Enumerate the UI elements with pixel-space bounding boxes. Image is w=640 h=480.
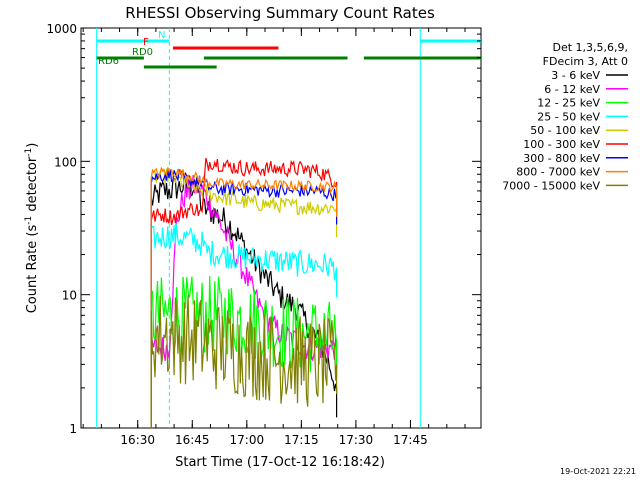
flag-label-f: F bbox=[143, 37, 149, 48]
legend-header-2: FDecim 3, Att 0 bbox=[543, 55, 628, 68]
x-tick-label: 17:00 bbox=[230, 433, 265, 447]
legend-header-1: Det 1,3,5,6,9, bbox=[552, 41, 628, 54]
y-label-part1: Count Rate (s bbox=[25, 225, 40, 314]
legend-label-6: 300 - 800 keV bbox=[523, 152, 600, 165]
flag-label-rd0: RD0 bbox=[132, 47, 153, 58]
y-tick-label: 1 bbox=[69, 422, 77, 436]
y-tick-label: 10 bbox=[62, 289, 77, 303]
y-tick-label: 100 bbox=[54, 155, 77, 169]
legend-label-4: 50 - 100 keV bbox=[530, 124, 600, 137]
series-line-1 bbox=[150, 175, 338, 428]
legend-label-3: 25 - 50 keV bbox=[537, 110, 600, 123]
y-label-part2: detector bbox=[25, 156, 40, 216]
x-axis-label: Start Time (17-Oct-12 16:18:42) bbox=[175, 455, 385, 470]
flag-label-rd6: RD6 bbox=[98, 56, 119, 67]
x-tick-label: 16:45 bbox=[175, 433, 210, 447]
y-label-sup2: -1 bbox=[24, 148, 34, 157]
y-label-sup1: -1 bbox=[24, 216, 34, 225]
legend-label-5: 100 - 300 keV bbox=[523, 138, 600, 151]
x-tick-label: 16:30 bbox=[120, 433, 155, 447]
axes: 16:30 16:45 17:00 17:15 17:30 17:45 1 10 100 1000 bbox=[46, 22, 481, 447]
legend-label-2: 12 - 25 keV bbox=[537, 97, 600, 110]
plot-area bbox=[80, 27, 482, 429]
series-line-3 bbox=[150, 224, 338, 428]
series-line-4 bbox=[150, 168, 338, 428]
flag-label-n: N bbox=[158, 30, 165, 41]
x-tick-label: 17:15 bbox=[284, 433, 319, 447]
y-tick-label: 1000 bbox=[46, 22, 77, 36]
series-line-8 bbox=[150, 294, 338, 428]
legend: Det 1,3,5,6,9, FDecim 3, Att 0 3 - 6 keV… bbox=[502, 41, 628, 192]
legend-label-8: 7000 - 15000 keV bbox=[502, 179, 600, 192]
y-axis-label: Count Rate (s-1 detector-1) bbox=[24, 143, 40, 314]
legend-label-7: 800 - 7000 keV bbox=[516, 166, 600, 179]
y-label-part3: ) bbox=[25, 143, 40, 148]
series-lines bbox=[150, 157, 338, 428]
vertical-marker-lines bbox=[96, 28, 421, 428]
chart-title: RHESSI Observing Summary Count Rates bbox=[125, 4, 435, 22]
timestamp: 19-Oct-2021 22:21 bbox=[560, 467, 636, 476]
series-line-7 bbox=[150, 166, 338, 428]
x-tick-label: 17:30 bbox=[339, 433, 374, 447]
series-line-5 bbox=[150, 157, 338, 428]
legend-label-0: 3 - 6 keV bbox=[551, 69, 600, 82]
x-tick-label: 17:45 bbox=[393, 433, 428, 447]
legend-label-1: 6 - 12 keV bbox=[544, 83, 600, 96]
